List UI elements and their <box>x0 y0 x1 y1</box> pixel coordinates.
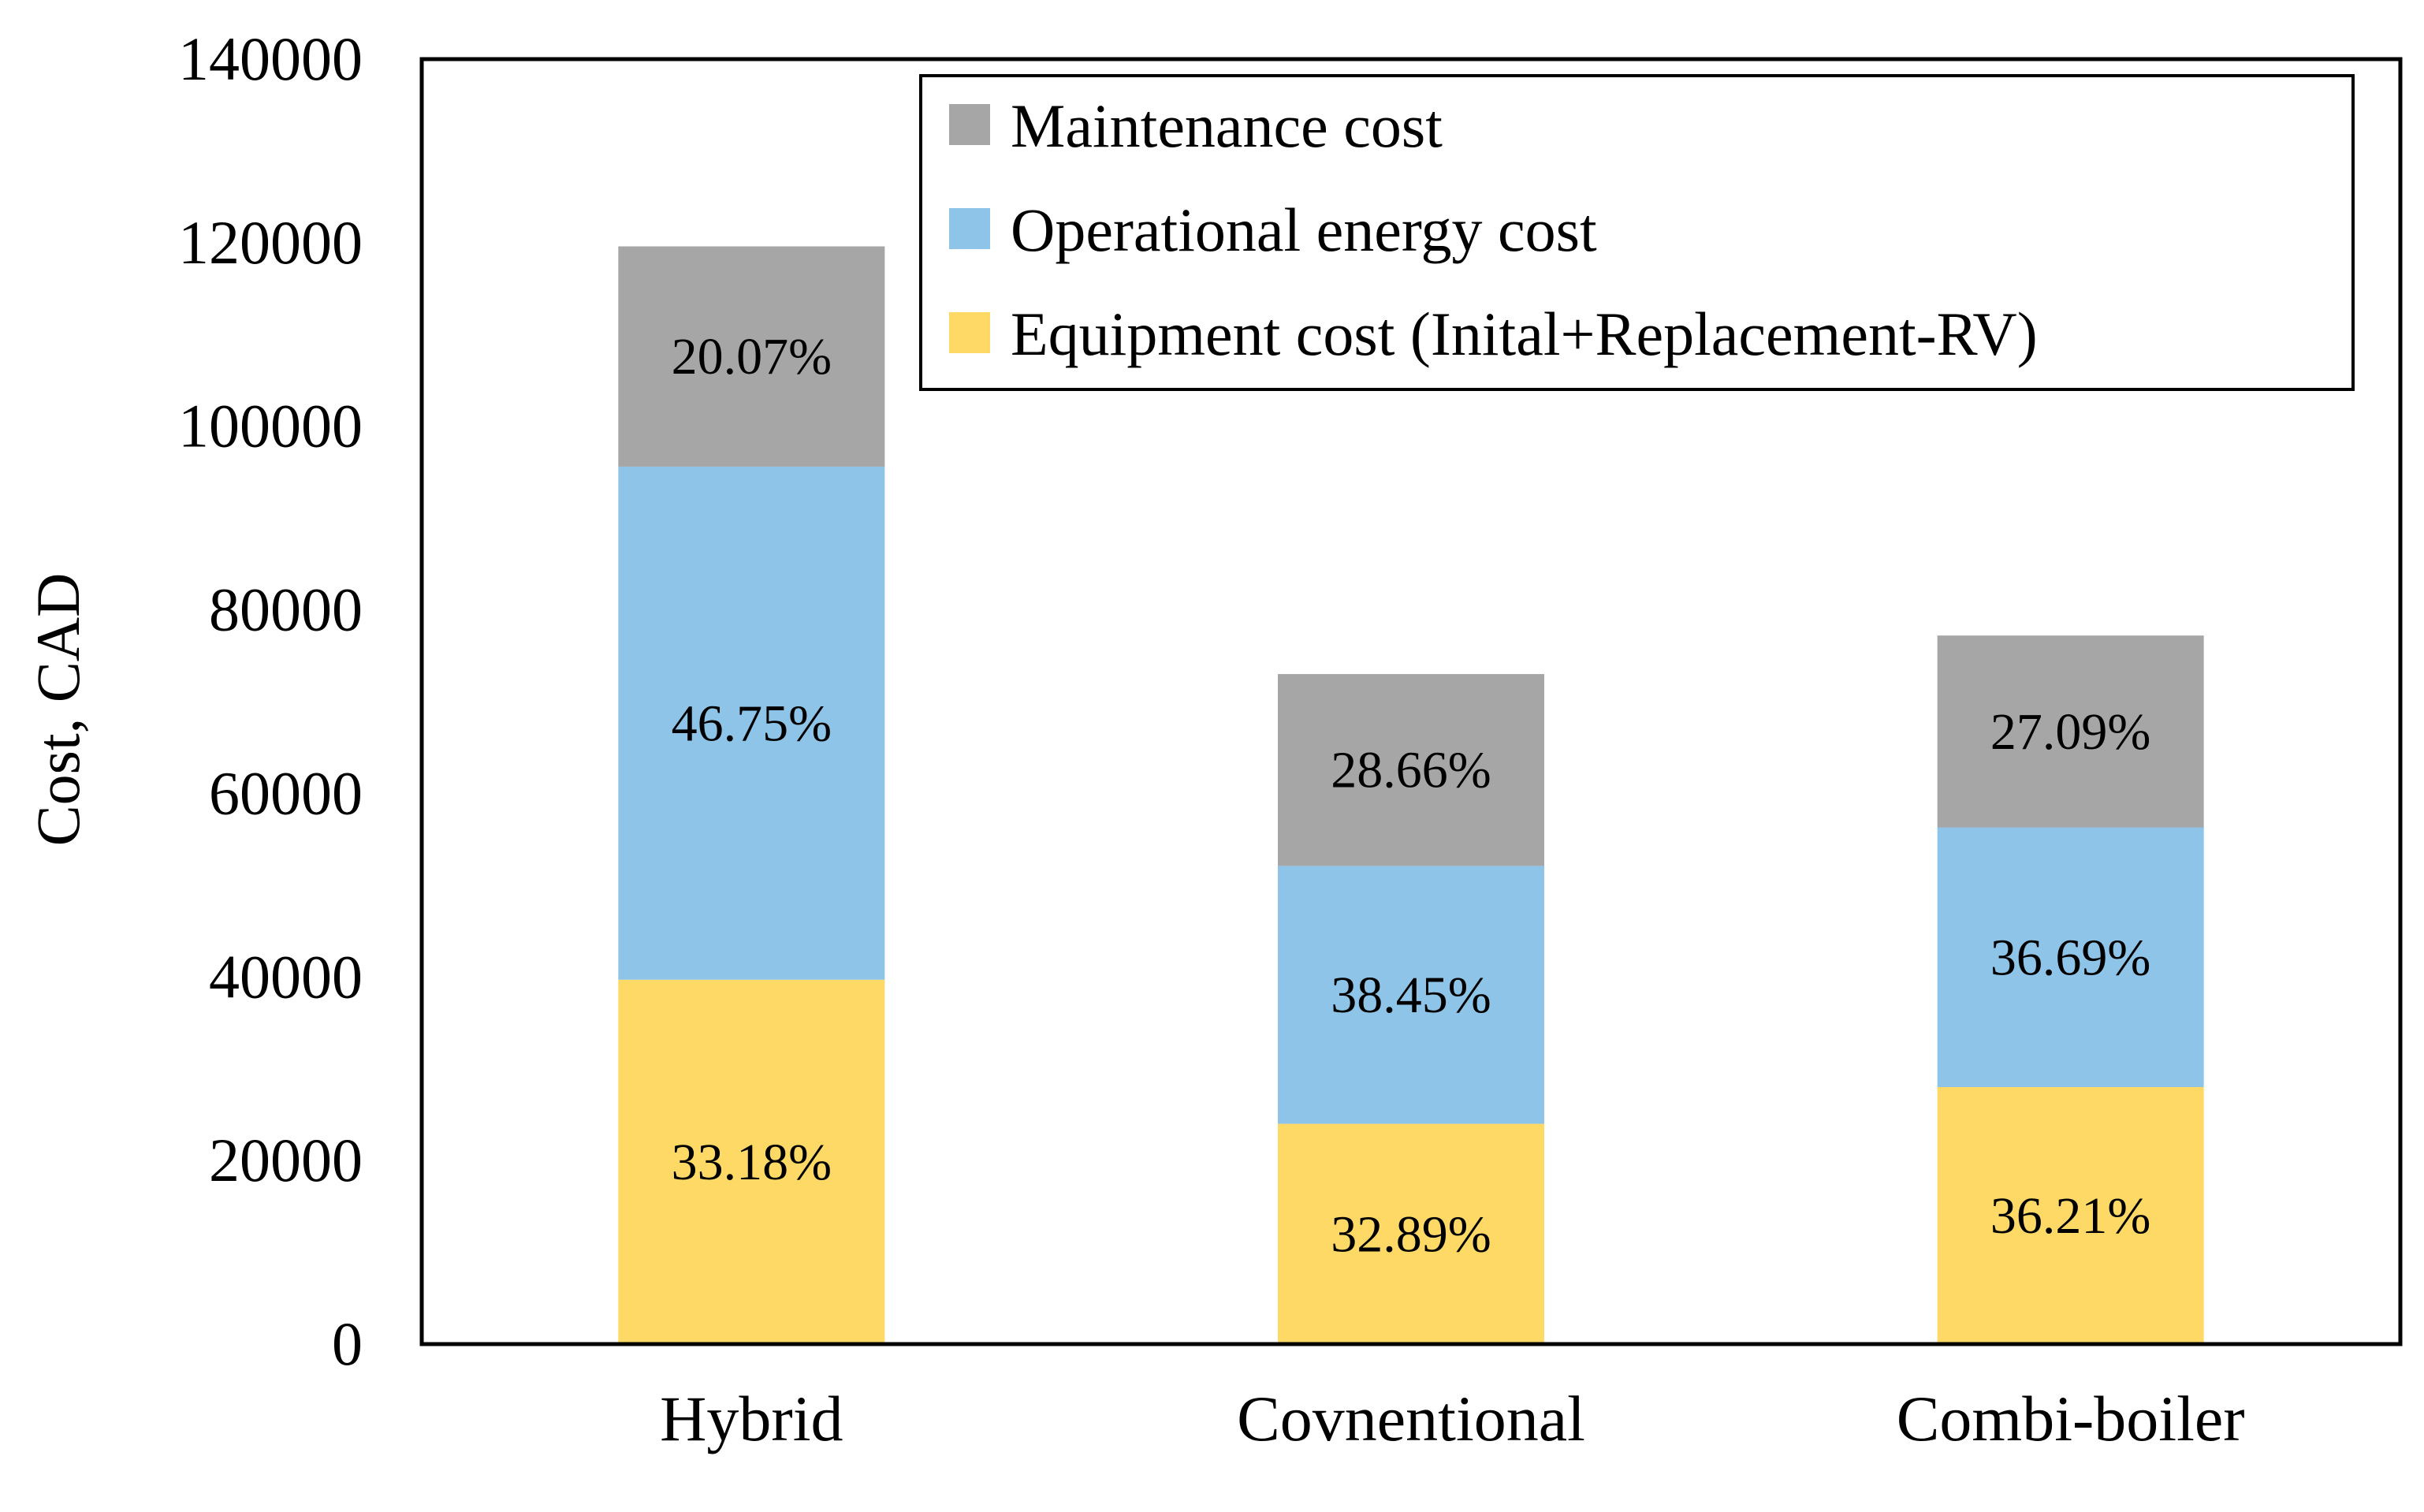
bar-segment-operational-1 <box>618 466 885 980</box>
bar-segment-operational-3 <box>1937 827 2204 1087</box>
legend-swatch <box>949 312 990 353</box>
x-category-label: Hybrid <box>660 1383 843 1454</box>
data-label: 46.75% <box>672 695 832 752</box>
data-label: 20.07% <box>672 328 832 385</box>
y-tick-label: 120000 <box>178 208 363 277</box>
data-labels-group: 33.18% 46.75% 20.07% 32.89% 38.45% 28.66% 36.2… <box>672 328 2151 1263</box>
y-tick-label: 80000 <box>209 575 363 644</box>
bar-segment-operational-2 <box>1278 866 1544 1124</box>
y-tick-label: 20000 <box>209 1126 363 1194</box>
y-axis-ticks: 0 20000 40000 60000 80000 100000 120000 140000 <box>178 24 363 1378</box>
y-tick-label: 0 <box>332 1309 363 1378</box>
plot-area-frame <box>419 57 2403 1346</box>
legend-swatch <box>949 208 990 249</box>
bar-segment-equipment-2 <box>1278 1123 1544 1344</box>
bars-group <box>618 246 2204 1344</box>
legend: Maintenance cost Operational energy cost E… <box>919 74 2355 391</box>
data-label: 33.18% <box>672 1134 832 1191</box>
bar-segment-maintenance-3 <box>1937 635 2204 828</box>
legend-label: Operational energy cost <box>1011 196 1597 264</box>
y-tick-label: 140000 <box>178 24 363 93</box>
data-label: 27.09% <box>1990 703 2150 761</box>
x-axis-categories: Hybrid Covnentional Combi-boiler <box>660 1383 2244 1454</box>
x-category-label: Combi-boiler <box>1897 1383 2245 1454</box>
legend-label: Maintenance cost <box>1011 91 1443 160</box>
legend-swatch <box>949 104 990 145</box>
y-axis-title: Cost, CAD <box>24 573 92 847</box>
data-label: 38.45% <box>1331 966 1491 1024</box>
data-label: 36.69% <box>1990 929 2150 986</box>
data-label: 36.21% <box>1990 1187 2150 1245</box>
bar-segment-equipment-1 <box>618 979 885 1344</box>
x-category-label: Covnentional <box>1237 1383 1585 1454</box>
legend-box <box>919 74 2355 391</box>
bar-segment-maintenance-2 <box>1278 674 1544 866</box>
y-tick-label: 40000 <box>209 942 363 1011</box>
legend-label: Equipment cost (Inital+Replacement-RV) <box>1011 300 2038 368</box>
bar-segment-equipment-3 <box>1937 1087 2204 1344</box>
bar-segment-maintenance-1 <box>618 246 885 467</box>
data-label: 28.66% <box>1331 742 1491 799</box>
y-tick-label: 60000 <box>209 758 363 827</box>
data-label: 32.89% <box>1331 1205 1491 1263</box>
y-tick-label: 100000 <box>178 392 363 460</box>
